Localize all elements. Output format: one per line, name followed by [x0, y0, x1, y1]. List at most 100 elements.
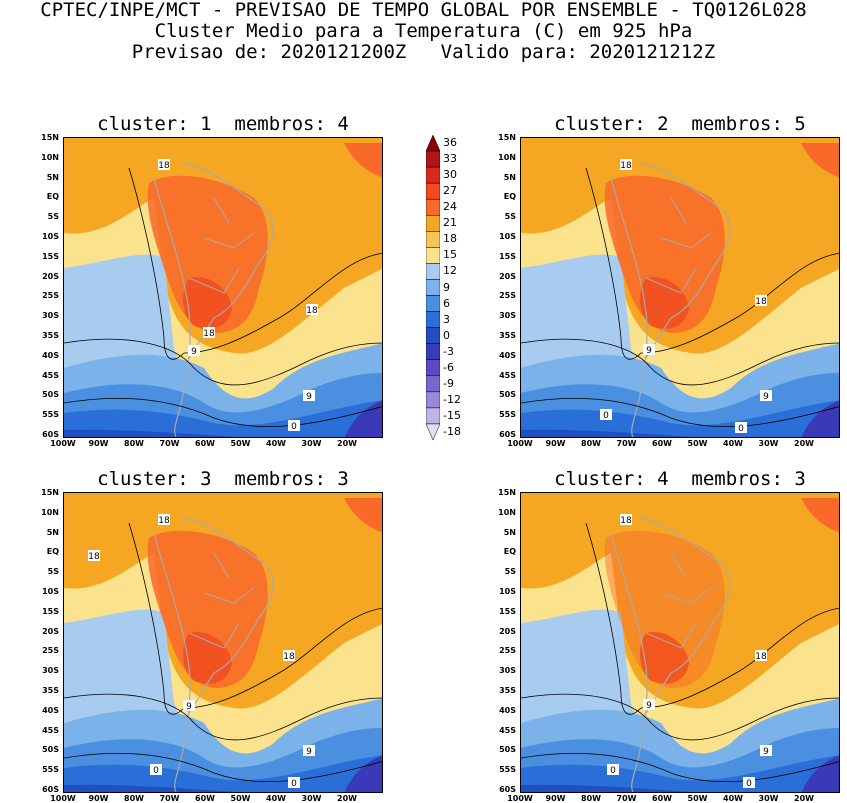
- colorbar-segment: [426, 343, 440, 360]
- longitude-tick-label: 80W: [124, 439, 144, 448]
- svg-text:18: 18: [158, 516, 170, 526]
- svg-text:0: 0: [746, 779, 752, 789]
- latitude-tick-label: 15N: [498, 488, 516, 497]
- colorbar-label: -9: [443, 376, 454, 390]
- longitude-tick-label: 20W: [794, 439, 814, 448]
- contour-label: 9: [183, 700, 195, 712]
- panel-3-title: cluster: 3 membros: 3: [97, 468, 349, 490]
- latitude-tick-label: 20S: [499, 271, 516, 281]
- svg-text:0: 0: [291, 779, 297, 789]
- colorbar-segment: [426, 407, 440, 425]
- colorbar-segment: [426, 279, 440, 296]
- colorbar-label: 21: [443, 216, 457, 230]
- panel-4-title: cluster: 4 membros: 3: [554, 468, 806, 490]
- contour-label: 18: [620, 514, 632, 526]
- latitude-tick-label: 15N: [41, 488, 59, 497]
- longitude-tick-label: 40W: [723, 439, 743, 448]
- contour-label: 18: [203, 327, 215, 339]
- colorbar-segment: [426, 135, 440, 152]
- contour-label: 18: [306, 304, 318, 316]
- longitude-tick-label: 100W: [50, 794, 76, 803]
- svg-text:9: 9: [763, 392, 769, 402]
- latitude-tick-label: 15S: [42, 251, 59, 261]
- colorbar-segment: [426, 198, 440, 216]
- latitude-tick-label: 50S: [499, 390, 516, 400]
- panel-1-title: cluster: 1 membros: 4: [97, 113, 349, 135]
- latitude-tick-label: 45S: [499, 370, 516, 380]
- latitude-tick-label: 25S: [42, 291, 59, 301]
- longitude-tick-label: 60W: [652, 794, 672, 803]
- colorbar-label: 6: [443, 296, 450, 310]
- latitude-tick-label: 5S: [504, 212, 516, 222]
- svg-text:9: 9: [646, 346, 652, 356]
- latitude-tick-label: 10S: [42, 232, 59, 241]
- colorbar-label: 36: [443, 136, 457, 150]
- latitude-tick-label: 40S: [42, 705, 59, 715]
- colorbar-label: 12: [443, 264, 457, 278]
- figure-title-line-3: Previsao de: 2020121200Z Valido para: 20…: [131, 41, 716, 63]
- latitude-tick-label: 45S: [42, 725, 59, 735]
- longitude-tick-label: 90W: [88, 439, 109, 448]
- latitude-tick-label: 60S: [42, 785, 59, 794]
- svg-text:18: 18: [620, 161, 632, 171]
- contour-label: 0: [288, 420, 300, 432]
- colorbar-segment: [426, 311, 440, 328]
- latitude-tick-label: 35S: [499, 331, 516, 340]
- latitude-tick-label: 20S: [42, 271, 59, 281]
- longitude-tick-label: 80W: [581, 439, 601, 448]
- latitude-tick-label: 45S: [42, 370, 59, 380]
- latitude-tick-label: 5N: [46, 527, 59, 537]
- latitude-tick-label: 5S: [47, 212, 59, 222]
- colorbar-segment: [426, 247, 440, 264]
- contour-label: 9: [303, 745, 315, 757]
- colorbar-segment: [426, 295, 440, 312]
- colorbar-label: -15: [443, 408, 461, 422]
- longitude-tick-label: 90W: [545, 794, 566, 803]
- latitude-tick-label: 60S: [42, 430, 59, 439]
- longitude-tick-label: 50W: [230, 794, 251, 803]
- longitude-tick-label: 30W: [301, 439, 322, 448]
- longitude-tick-label: 60W: [652, 439, 672, 448]
- colorbar-segment: [426, 391, 440, 409]
- colorbar-label: 27: [443, 184, 457, 198]
- longitude-tick-label: 20W: [337, 794, 357, 803]
- svg-text:0: 0: [603, 411, 609, 421]
- latitude-tick-label: 60S: [499, 785, 516, 794]
- contour-label: 0: [288, 777, 300, 789]
- latitude-tick-label: 40S: [42, 350, 59, 360]
- latitude-tick-label: 35S: [42, 686, 59, 695]
- colorbar-segment: [426, 327, 440, 344]
- svg-text:18: 18: [755, 297, 767, 307]
- temperature-map-cluster-1: 18 18 18 9 9 0: [63, 137, 383, 438]
- colorbar-label: 9: [443, 280, 450, 294]
- svg-text:9: 9: [186, 702, 192, 712]
- svg-text:18: 18: [283, 652, 295, 662]
- latitude-tick-label: 15S: [499, 606, 516, 616]
- contour-label: 0: [607, 764, 619, 776]
- latitude-tick-label: EQ: [46, 547, 59, 557]
- svg-text:9: 9: [306, 392, 312, 402]
- latitude-tick-label: 25S: [499, 646, 516, 656]
- latitude-tick-label: 55S: [42, 765, 59, 775]
- latitude-tick-label: 55S: [499, 765, 516, 775]
- latitude-tick-label: 10S: [499, 232, 516, 241]
- colorbar-label: 18: [443, 232, 457, 246]
- latitude-tick-label: 35S: [42, 331, 59, 340]
- contour-label: 9: [188, 345, 200, 357]
- latitude-tick-label: 5S: [504, 567, 516, 577]
- longitude-tick-label: 40W: [266, 794, 286, 803]
- longitude-tick-label: 50W: [230, 439, 251, 448]
- colorbar-label: 24: [443, 200, 457, 214]
- colorbar-segment: [426, 166, 440, 184]
- longitude-tick-label: 70W: [159, 794, 180, 803]
- colorbar-segment: [426, 359, 440, 377]
- contour-label: 0: [600, 409, 612, 421]
- latitude-tick-label: 20S: [42, 626, 59, 636]
- latitude-tick-label: 30S: [42, 311, 59, 321]
- colorbar-label: 30: [443, 168, 457, 182]
- longitude-tick-label: 20W: [337, 439, 357, 448]
- latitude-tick-label: 25S: [499, 291, 516, 301]
- svg-text:18: 18: [620, 516, 632, 526]
- svg-text:0: 0: [610, 766, 616, 776]
- colorbar-segment: [426, 182, 440, 200]
